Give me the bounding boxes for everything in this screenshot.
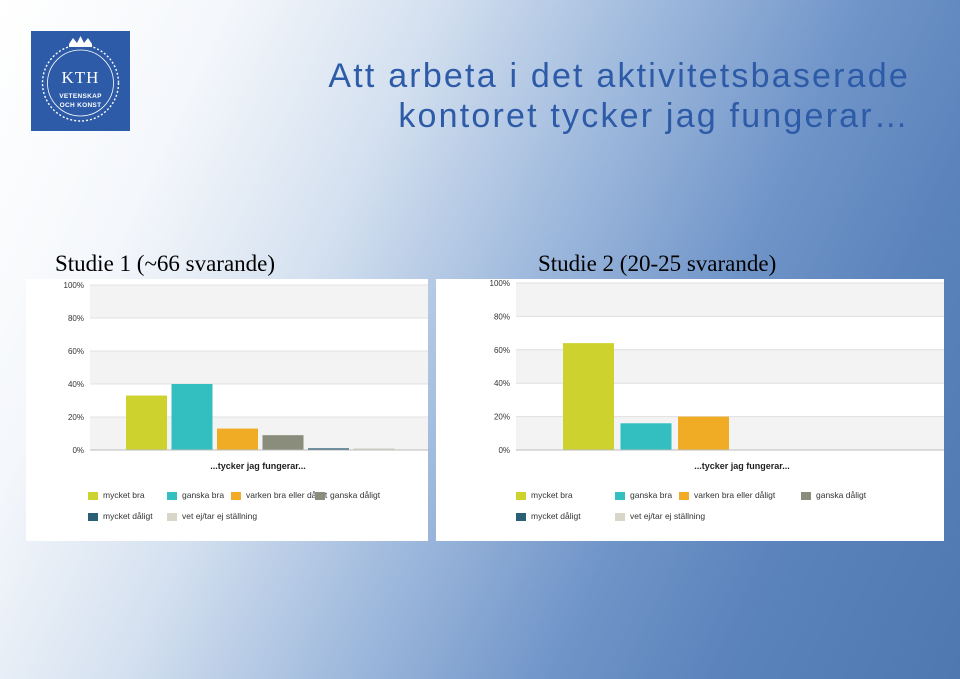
legend-item: mycket dåligt (516, 511, 581, 521)
grid-band (516, 283, 944, 317)
legend-swatch (679, 491, 689, 500)
bar-5 (308, 448, 349, 450)
chart-panel-study-2: 0% 20% 40% 60% 80% 100% ...tycker jag fungerar… (436, 279, 944, 541)
study-2-label: Studie 2 (20-25 svarande) (538, 251, 777, 276)
bar-1 (563, 343, 614, 450)
y-tick-label: 60% (494, 346, 510, 355)
legend-label: varken bra eller dåligt (246, 490, 328, 500)
legend-label: ganska bra (182, 490, 225, 500)
legend-item: varken bra eller dåligt (231, 490, 327, 500)
legend-swatch (315, 491, 325, 500)
logo-text: KTH (61, 68, 100, 87)
legend-swatch (167, 491, 177, 500)
kth-logo: KTH VETENSKAP OCH KONST (31, 31, 130, 131)
bar-6 (353, 448, 395, 450)
legend-label: vet ej/tar ej ställning (182, 511, 258, 521)
legend-swatch (231, 491, 241, 500)
y-tick-label: 100% (490, 279, 510, 288)
legend-item: mycket bra (516, 490, 573, 500)
x-axis-label: ...tycker jag fungerar... (694, 461, 790, 471)
page-title: Att arbeta i det aktivitetsbaserade kont… (230, 56, 910, 136)
study-1-label: Studie 1 (~66 svarande) (55, 251, 276, 276)
y-tick-label: 0% (72, 446, 84, 455)
legend-swatch (516, 512, 526, 521)
legend-swatch (615, 491, 625, 500)
title-line-1: Att arbeta i det aktivitetsbaserade (328, 57, 910, 95)
legend-item: ganska bra (167, 490, 224, 500)
y-tick-label: 20% (68, 413, 84, 422)
legend-swatch (615, 512, 625, 521)
legend-label: varken bra eller dåligt (694, 490, 776, 500)
bar-1 (126, 395, 167, 450)
bar-2 (171, 384, 213, 450)
y-tick-label: 40% (494, 379, 510, 388)
legend-label: vet ej/tar ej ställning (630, 511, 706, 521)
y-tick-label: 80% (494, 312, 510, 321)
legend-item: vet ej/tar ej ställning (167, 511, 257, 521)
legend-item: vet ej/tar ej ställning (615, 511, 705, 521)
legend-item: ganska bra (615, 490, 672, 500)
legend-label: ganska dåligt (816, 490, 867, 500)
bar-3 (678, 416, 729, 450)
y-tick-label: 40% (68, 380, 84, 389)
bar-4 (262, 435, 304, 450)
legend-label: mycket bra (531, 490, 573, 500)
legend-label: mycket dåligt (531, 511, 581, 521)
bar-chart-study-1: 0% 20% 40% 60% 80% 100% ...tycker jag fungerar… (64, 281, 428, 471)
logo-line1: VETENSKAP (59, 93, 102, 100)
y-tick-label: 60% (68, 347, 84, 356)
legend-item: mycket bra (88, 490, 145, 500)
chart-panel-study-1: 0% 20% 40% 60% 80% 100% ...tycker jag fungerar… (26, 279, 428, 541)
legend-swatch (88, 512, 98, 521)
bar-chart-study-2: 0% 20% 40% 60% 80% 100% ...tycker jag fungerar… (490, 279, 944, 471)
legend-label: ganska dåligt (330, 490, 381, 500)
y-tick-label: 20% (494, 413, 510, 422)
legend-label: mycket bra (103, 490, 145, 500)
grid-band (90, 351, 428, 384)
legend-swatch (88, 491, 98, 500)
legend-item: mycket dåligt (88, 511, 153, 521)
bar-3 (217, 428, 258, 450)
crown-emblem-icon (41, 36, 120, 122)
logo-line2: OCH KONST (59, 102, 102, 109)
grid-band (90, 285, 428, 318)
legend-item: varken bra eller dåligt (679, 490, 775, 500)
legend-swatch (167, 512, 177, 521)
legend-swatch (801, 491, 811, 500)
y-tick-label: 100% (64, 281, 84, 290)
x-axis-label: ...tycker jag fungerar... (210, 461, 306, 471)
y-tick-label: 0% (498, 446, 510, 455)
legend-item: ganska dåligt (801, 490, 866, 500)
legend-swatch (516, 491, 526, 500)
legend-label: ganska bra (630, 490, 673, 500)
bar-2 (620, 423, 672, 450)
legend-label: mycket dåligt (103, 511, 153, 521)
legend-item: ganska dåligt (315, 490, 380, 500)
title-line-2: kontoret tycker jag fungerar… (398, 97, 910, 135)
y-tick-label: 80% (68, 314, 84, 323)
